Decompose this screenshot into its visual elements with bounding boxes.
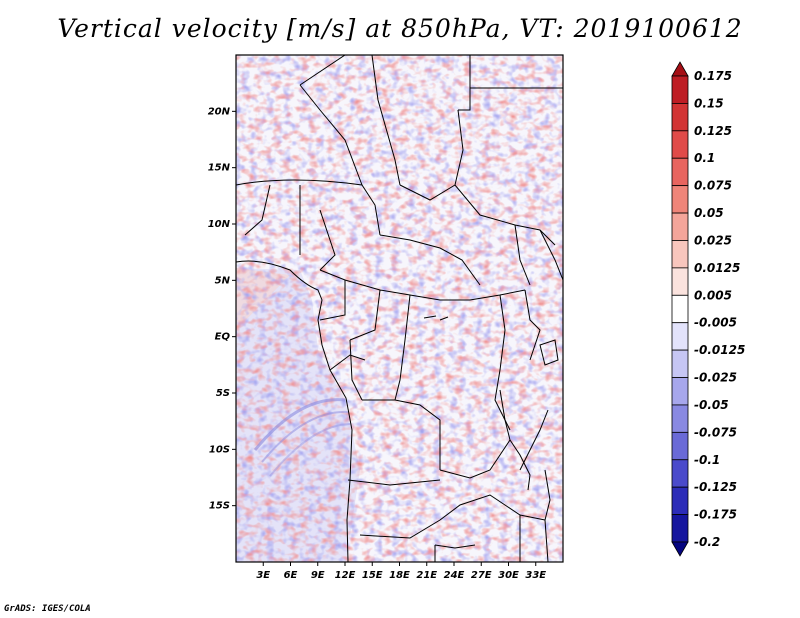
colorbar-label: -0.2 <box>694 535 720 549</box>
colorbar-segment <box>671 130 689 159</box>
lat-tick-label: 5S <box>216 388 230 399</box>
lat-tick-label: 10N <box>208 219 231 230</box>
colorbar-segment <box>671 267 689 296</box>
colorbar-segment <box>671 431 689 461</box>
colorbar-label: 0.125 <box>694 124 732 138</box>
colorbar-label: -0.1 <box>694 453 720 467</box>
plot-title: Vertical velocity [m/s] at 850hPa, VT: 2… <box>57 14 743 43</box>
lon-tick-label: 24E <box>444 570 465 581</box>
lon-tick-label: 30E <box>498 570 519 581</box>
lon-tick-label: 33E <box>525 570 546 581</box>
colorbar-label: 0.05 <box>694 206 724 220</box>
colorbar-label: 0.0125 <box>694 261 740 275</box>
colorbar-bottom-triangle <box>671 541 689 557</box>
latitude-axis: 20N 15N 10N 5N EQ 5S 10S 15S <box>208 106 236 512</box>
lat-tick-label: 15S <box>209 501 230 512</box>
colorbar-label: -0.025 <box>694 371 737 385</box>
colorbar-label: -0.175 <box>694 508 737 522</box>
colorbar-segment <box>671 349 689 378</box>
colorbar-segment <box>671 75 689 104</box>
colorbar-label: 0.175 <box>694 69 732 83</box>
colorbar-segment <box>671 157 689 187</box>
lat-tick-label: 10S <box>209 444 230 455</box>
colorbar: 0.175 0.15 0.125 0.1 0.075 0.05 0.025 0.0125 0.0… <box>671 61 745 557</box>
colorbar-segment <box>671 294 689 324</box>
colorbar-label: 0.005 <box>694 288 732 302</box>
colorbar-segment <box>671 240 689 269</box>
colorbar-segment <box>671 103 689 132</box>
colorbar-segment <box>671 404 689 433</box>
colorbar-top-triangle <box>671 61 689 77</box>
colorbar-label: 0.075 <box>694 179 732 193</box>
lat-tick-label: 20N <box>208 106 231 117</box>
colorbar-label: 0.15 <box>694 96 724 110</box>
longitude-axis: 3E 6E 9E 12E 15E 18E 21E 24E 27E 30E 33E <box>256 562 546 581</box>
lon-tick-label: 27E <box>471 570 492 581</box>
lon-tick-label: 3E <box>256 570 270 581</box>
colorbar-segment <box>671 185 689 214</box>
lat-tick-label: 15N <box>208 163 231 174</box>
lon-tick-label: 21E <box>416 570 437 581</box>
colorbar-segment <box>671 322 689 351</box>
colorbar-segment <box>671 459 689 488</box>
colorbar-label: -0.005 <box>694 316 737 330</box>
colorbar-label: -0.125 <box>694 480 737 494</box>
lon-tick-label: 9E <box>311 570 325 581</box>
colorbar-label: 0.1 <box>694 151 715 165</box>
colorbar-segment <box>671 212 689 241</box>
lat-tick-label: 5N <box>215 275 231 286</box>
colorbar-label: -0.0125 <box>694 343 745 357</box>
colorbar-segment <box>671 514 689 543</box>
lon-tick-label: 6E <box>284 570 298 581</box>
colorbar-label: -0.05 <box>694 398 729 412</box>
colorbar-segment <box>671 377 689 406</box>
colorbar-label: 0.025 <box>694 233 732 247</box>
colorbar-segment <box>671 486 689 515</box>
grads-credit: GrADS: IGES/COLA <box>4 604 91 614</box>
lon-tick-label: 12E <box>335 570 356 581</box>
colorbar-label: -0.075 <box>694 425 737 439</box>
lon-tick-label: 15E <box>362 570 383 581</box>
velocity-shading <box>236 55 563 562</box>
lat-tick-label: EQ <box>215 332 231 343</box>
country-borders <box>236 55 563 562</box>
lon-tick-label: 18E <box>389 570 410 581</box>
